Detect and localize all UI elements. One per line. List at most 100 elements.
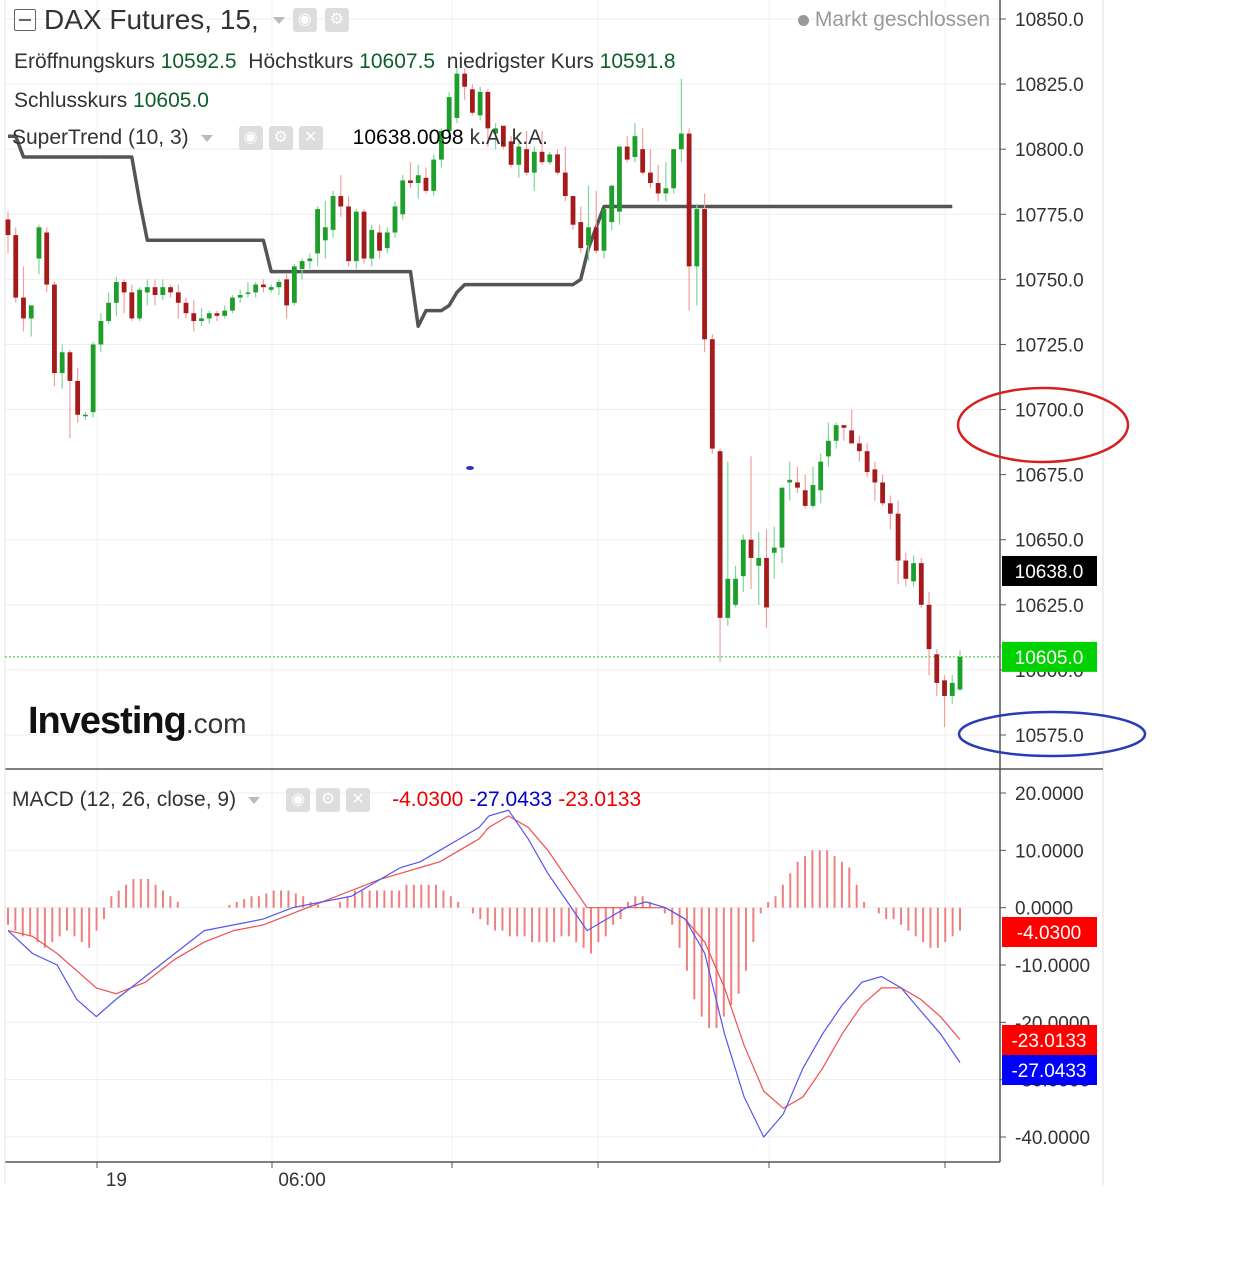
gear-icon[interactable]: ⚙ — [324, 8, 349, 32]
eye-icon[interactable]: ◉ — [292, 8, 317, 32]
grid — [4, 0, 1104, 1185]
candle-body — [787, 479, 793, 483]
candle-body — [617, 146, 622, 212]
candle-body — [129, 292, 135, 319]
high-value: 10607.5 — [359, 50, 436, 73]
price-tick-label: 10725.0 — [1015, 335, 1084, 356]
candle-body — [926, 604, 932, 650]
candle-body — [864, 451, 870, 473]
candle-body — [856, 443, 862, 452]
candle — [547, 151, 553, 165]
collapse-icon[interactable] — [14, 9, 36, 31]
candle — [779, 487, 785, 564]
gear-icon[interactable]: ⚙ — [268, 126, 293, 150]
candle-body — [98, 321, 104, 345]
candle — [75, 367, 81, 423]
candle-body — [67, 352, 73, 381]
candle-body — [423, 177, 429, 191]
candle — [268, 284, 274, 293]
chevron-down-icon[interactable] — [248, 796, 261, 804]
candle-body — [709, 339, 715, 449]
candle — [771, 526, 777, 579]
close-icon[interactable]: ✕ — [346, 788, 371, 812]
candle — [624, 136, 630, 163]
candle — [833, 422, 839, 449]
candle — [106, 292, 112, 324]
macd-label: MACD (12, 26, close, 9) — [12, 788, 237, 811]
candle — [570, 196, 576, 230]
low-value: 10591.8 — [599, 50, 676, 73]
candle — [160, 279, 166, 301]
candle — [168, 284, 173, 298]
candle — [702, 193, 707, 353]
candle-body — [13, 235, 19, 298]
candle — [632, 123, 638, 163]
candle-body — [725, 578, 731, 618]
candle-body — [291, 266, 297, 303]
candle-body — [400, 180, 406, 215]
candle — [942, 675, 947, 728]
candle-body — [880, 482, 886, 504]
candle-body — [206, 313, 212, 319]
candle — [338, 175, 344, 217]
gear-icon[interactable]: ⚙ — [316, 788, 341, 812]
candle-body — [5, 219, 11, 236]
candle — [439, 128, 444, 168]
candle — [191, 300, 197, 332]
candle-body — [942, 680, 947, 696]
candle-body — [144, 287, 150, 293]
eye-icon[interactable]: ◉ — [286, 788, 311, 812]
candle — [733, 565, 738, 608]
candle-body — [315, 209, 320, 254]
candle-body — [377, 232, 382, 251]
candle — [454, 65, 460, 124]
candle-body — [918, 563, 924, 605]
macd-hist-badge-bg — [1002, 917, 1097, 947]
candle-body — [183, 302, 189, 314]
candle-body — [826, 440, 831, 457]
candle-body — [52, 284, 57, 374]
supertrend-na-1: k.A. — [469, 126, 506, 149]
candle — [291, 263, 297, 306]
candle — [121, 279, 127, 314]
candle — [5, 211, 11, 254]
candle — [28, 305, 34, 337]
candle — [369, 224, 375, 267]
chevron-down-icon[interactable] — [272, 16, 285, 24]
candle-body — [346, 206, 351, 262]
candle-body — [601, 209, 607, 251]
candle-body — [36, 227, 42, 259]
candle-body — [493, 128, 499, 134]
candle-body — [322, 227, 328, 241]
candle — [872, 461, 878, 501]
ohlc-row-2: Schlusskurs 10605.0 — [14, 89, 209, 113]
candle-body — [624, 146, 630, 160]
red-ellipse-annotation — [956, 386, 1130, 464]
close-icon[interactable]: ✕ — [298, 126, 323, 150]
candle — [593, 190, 599, 254]
candle-body — [593, 227, 599, 251]
candle — [856, 435, 862, 462]
candle-body — [121, 281, 127, 293]
candle — [795, 466, 800, 493]
candle — [199, 308, 204, 327]
candle-body — [152, 287, 158, 295]
candle — [949, 675, 955, 704]
candle — [562, 146, 568, 202]
eye-icon[interactable]: ◉ — [238, 126, 263, 150]
candle-body — [392, 206, 398, 233]
candle-body — [439, 130, 444, 160]
candle-body — [508, 141, 514, 165]
candle-body — [810, 485, 816, 506]
candle — [299, 258, 305, 280]
candle — [841, 425, 847, 441]
candle-body — [547, 154, 553, 163]
candle-body — [175, 292, 181, 303]
candle — [137, 287, 142, 322]
candle-body — [849, 430, 855, 444]
candle — [678, 78, 684, 163]
candle — [926, 591, 932, 676]
candle-body — [446, 97, 452, 131]
chevron-down-icon[interactable] — [200, 134, 213, 142]
candle-body — [740, 539, 746, 577]
